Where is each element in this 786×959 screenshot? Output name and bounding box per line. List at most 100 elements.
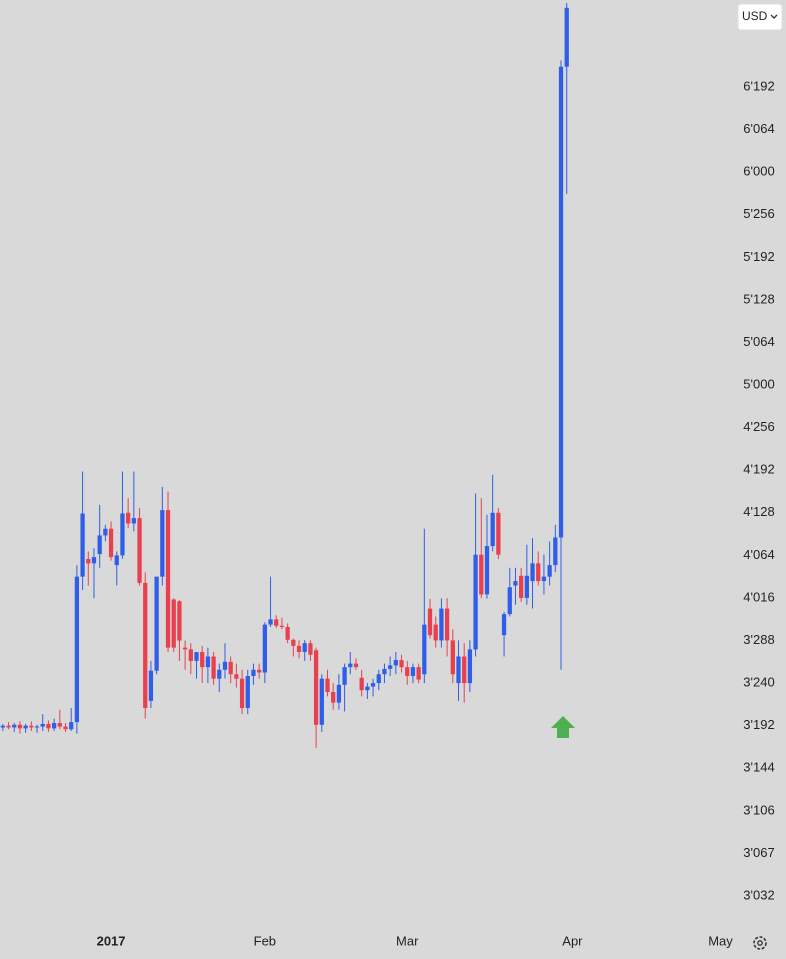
candle-body xyxy=(257,669,262,673)
candle-body xyxy=(69,722,74,730)
y-tick-label: 4'016 xyxy=(743,589,774,604)
y-tick-label: 5'192 xyxy=(743,249,774,264)
candle-body xyxy=(34,726,40,728)
candle-body xyxy=(126,512,131,524)
candle-body xyxy=(513,581,518,586)
candle-body xyxy=(370,683,376,687)
candle-body xyxy=(388,665,393,669)
y-tick-label: 3'032 xyxy=(743,887,774,902)
candle-body xyxy=(422,624,427,675)
candle-body xyxy=(285,626,290,640)
candle-body xyxy=(228,661,233,675)
candle-body xyxy=(200,652,205,668)
candle-body xyxy=(177,601,182,641)
candle-body xyxy=(57,723,62,727)
candle-body xyxy=(296,645,302,653)
chevron[interactable] xyxy=(770,14,778,19)
candle-body xyxy=(376,674,381,684)
candle-body xyxy=(80,513,85,577)
candle-body xyxy=(17,724,23,729)
candle-body xyxy=(86,558,91,564)
candle-body xyxy=(29,725,34,728)
candle-body xyxy=(222,661,228,670)
candle-body xyxy=(262,624,267,673)
candle-body xyxy=(416,667,421,680)
candle-body xyxy=(524,575,529,598)
candle-body xyxy=(205,656,211,668)
candle-body xyxy=(405,667,410,677)
candle-body xyxy=(91,557,97,564)
candle-body xyxy=(154,576,159,671)
candle-body xyxy=(427,608,433,636)
candle-body xyxy=(325,678,330,692)
candle-body xyxy=(547,565,552,577)
candle-body xyxy=(211,656,216,679)
candle-body xyxy=(331,691,336,703)
y-tick-label: 4'192 xyxy=(743,462,774,477)
candle-body xyxy=(382,668,387,675)
candle-body xyxy=(239,678,245,708)
candle-body xyxy=(268,619,273,625)
y-tick-label: 5'064 xyxy=(743,334,774,349)
candle-body xyxy=(131,518,136,524)
settings-gear[interactable] xyxy=(753,936,767,950)
candle-body xyxy=(51,723,57,729)
candle-body xyxy=(160,510,165,577)
y-tick-label: 3'144 xyxy=(743,760,774,775)
y-tick-label: 3'192 xyxy=(743,717,774,732)
y-tick-label: 6'064 xyxy=(743,121,774,136)
candle-body xyxy=(103,528,108,536)
y-tick-label: 5'128 xyxy=(743,291,774,306)
currency-label[interactable]: USD xyxy=(742,9,768,23)
candle-body xyxy=(40,723,45,727)
currency-button[interactable]: USD xyxy=(737,3,783,31)
candle-body xyxy=(439,608,444,641)
candle-body xyxy=(182,647,188,650)
gear[interactable] xyxy=(753,936,767,950)
candle-body xyxy=(501,614,507,636)
candle-body xyxy=(108,528,114,558)
candle-body xyxy=(46,723,51,729)
candle-body xyxy=(519,575,524,598)
candle-body xyxy=(553,537,558,566)
candle-body xyxy=(467,649,473,684)
candle-body xyxy=(97,535,102,555)
candle-body xyxy=(308,643,313,655)
candle-body xyxy=(490,512,495,547)
x-tick-label: Feb xyxy=(254,933,276,948)
candle-body xyxy=(484,546,490,595)
candle-body xyxy=(558,66,564,538)
candle-body xyxy=(319,678,324,725)
candle-body xyxy=(74,576,80,723)
gear-hub[interactable] xyxy=(757,940,763,946)
y-tick-label: 6'192 xyxy=(743,78,774,93)
candle-body xyxy=(291,639,296,646)
y-tick-label: 3'067 xyxy=(743,845,774,860)
x-tick-label: Mar xyxy=(396,933,419,948)
candle-body xyxy=(433,624,438,641)
candle-body xyxy=(120,513,125,556)
candle-body xyxy=(353,663,359,668)
candle-body xyxy=(450,640,455,675)
y-tick-label: 5'256 xyxy=(743,206,774,221)
candle-body xyxy=(302,643,307,653)
candle-body xyxy=(462,656,467,684)
buy-arrow xyxy=(551,716,575,738)
candle-body xyxy=(473,554,478,650)
candle-body xyxy=(137,518,142,583)
candle-body xyxy=(536,563,541,582)
candle-body xyxy=(188,649,193,661)
candle-body xyxy=(365,686,370,691)
candle-body xyxy=(165,510,171,648)
x-tick-label: 2017 xyxy=(97,933,126,948)
y-tick-label: 4'256 xyxy=(743,419,774,434)
candle-body xyxy=(456,656,461,684)
candle-body xyxy=(171,599,176,648)
y-tick-label: 3'288 xyxy=(743,632,774,647)
candle-body xyxy=(313,650,319,725)
y-tick-label: 5'000 xyxy=(743,376,774,391)
button-bg[interactable] xyxy=(737,3,783,31)
candle-body xyxy=(507,587,512,615)
candle-body xyxy=(0,725,5,728)
candle-body xyxy=(245,676,250,708)
